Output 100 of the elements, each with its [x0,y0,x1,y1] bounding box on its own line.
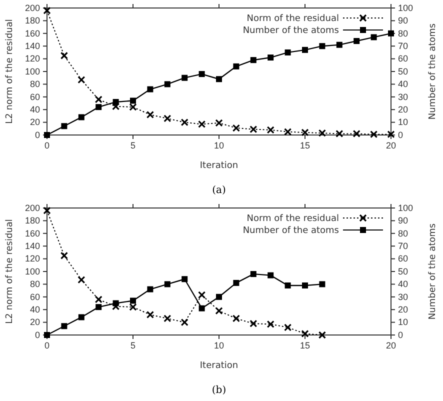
y-tick-label: 180 [24,16,40,26]
y-axis-title: L2 norm of the residual [5,219,15,324]
text: (b) [212,385,226,396]
y-tick-label: 140 [24,240,40,251]
point [146,110,154,118]
y2-tick-label: 80 [398,28,408,38]
x-axis-title: Iteration [200,161,238,171]
y2-tick-label: 20 [398,304,408,314]
y2-axis-title: Number of the atoms [428,23,438,120]
point [232,314,240,322]
point [146,310,154,318]
y-tick-label: 80 [30,279,40,290]
y-tick-label: 0 [34,130,40,140]
point [352,130,360,138]
x-tick-label: 5 [130,340,136,350]
y-tick-label: 120 [24,54,40,64]
point [94,96,102,104]
y-tick-label: 40 [30,104,40,114]
point [387,130,395,138]
point [268,272,274,278]
y2-tick-label: 50 [398,66,408,76]
y-axis-title: L2 norm of the residual [5,19,15,124]
x-tick-label: 15 [300,340,310,350]
point [284,282,291,288]
point [112,300,119,306]
point [61,323,68,330]
x-tick-label: 10 [214,140,224,150]
y-tick-label: 0 [34,330,40,340]
point [302,282,308,288]
y2-tick-label: 50 [398,266,408,276]
x-tick-label: 0 [44,140,50,150]
point [164,281,170,288]
point [266,320,274,328]
point [180,118,188,126]
point [250,125,258,134]
point [284,324,292,332]
point [78,314,84,320]
point [164,114,172,122]
point [112,102,120,110]
y2-tick-label: 70 [398,40,408,51]
point [336,130,344,138]
x-tick-label: 20 [386,140,396,150]
y2-tick-label: 10 [398,117,408,128]
y2-tick-label: 30 [398,92,408,102]
y-tick-label: 80 [30,79,40,90]
legend-label: Number of the atoms [242,26,340,36]
point [60,52,68,60]
x-tick-label: 15 [300,140,310,150]
point [129,103,137,111]
y-tick-label: 140 [24,40,40,51]
y-tick-label: 40 [30,304,40,314]
y-tick-label: 100 [24,66,40,76]
y-tick-label: 60 [30,92,40,102]
point [147,86,154,92]
y-tick-label: 200 [24,2,40,13]
point [130,98,136,104]
y-tick-label: 20 [30,317,40,328]
point [147,286,154,292]
point [250,271,256,278]
point [370,130,378,138]
y2-tick-label: 0 [398,330,404,340]
point [78,76,86,84]
legend-label: Norm of the residual [246,14,339,24]
point [266,126,274,134]
point [94,296,102,304]
point [370,34,377,40]
y2-tick-label: 10 [398,317,408,328]
point [233,63,240,70]
y-tick-label: 20 [30,117,40,128]
point [216,294,222,300]
y2-axis-title: Number of the atoms [428,223,438,320]
y2-tick-label: 20 [398,104,408,114]
y-tick-label: 160 [24,228,40,238]
point [96,104,102,110]
point [182,74,188,81]
y-tick-label: 200 [24,202,40,213]
point [112,98,119,105]
point [198,305,205,312]
y2-tick-label: 60 [398,54,408,64]
y2-tick-label: 30 [398,292,408,302]
point [302,46,308,53]
point [354,38,360,44]
point [182,276,188,282]
point [232,124,240,132]
y2-tick-label: 0 [398,130,404,140]
point [216,76,222,82]
point [301,330,309,338]
point [96,304,102,310]
point [233,280,240,286]
y2-tick-label: 40 [398,279,408,290]
point [198,291,206,299]
text: (a) [212,185,226,196]
point [78,276,86,284]
point [44,332,50,338]
point [318,331,326,339]
y-tick-label: 100 [24,266,40,276]
point [284,128,292,136]
point [164,81,170,88]
point [43,206,51,214]
point [318,129,326,137]
